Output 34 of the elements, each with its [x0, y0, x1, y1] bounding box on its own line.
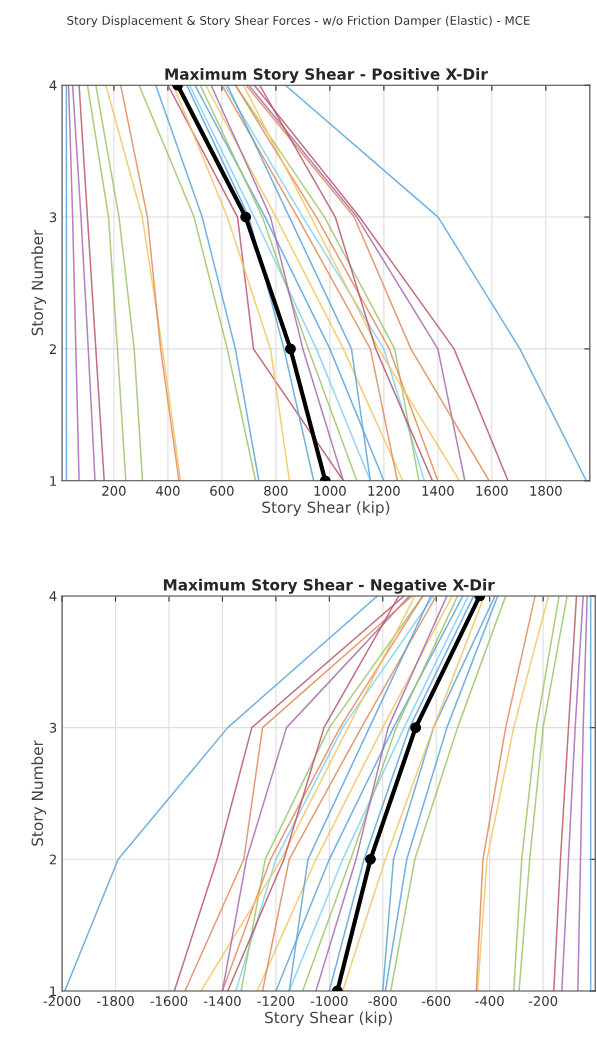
text: Story Displacement & Story Shear Forces - w/o Friction Damper (Elastic) - MCE	[67, 15, 530, 28]
x-tick-label: -2000	[43, 996, 81, 1007]
y-tick-label: 2	[49, 344, 56, 354]
x-tick-label: 1400	[422, 485, 454, 496]
x-tick-label: -1000	[310, 996, 348, 1007]
y-axis-title: Story Number	[31, 229, 47, 336]
x-tick-label: 200	[102, 485, 126, 496]
y-tick-label: 3	[49, 212, 57, 223]
x-tick-label: -1200	[257, 996, 295, 1007]
x-tick-label: 800	[264, 485, 288, 496]
x-tick-label: -600	[421, 996, 451, 1007]
x-axis-title: Story Shear (kip)	[265, 1011, 392, 1027]
y-tick-label: 1	[50, 476, 57, 486]
x-tick-label: -1800	[97, 996, 134, 1007]
x-tick-label: 1800	[530, 485, 562, 496]
x-tick-label: 600	[210, 485, 234, 496]
x-tick-label: 1000	[314, 485, 346, 496]
x-tick-label: -400	[475, 996, 504, 1007]
x-tick-label: -1600	[150, 996, 188, 1007]
y-tick-label: 4	[49, 591, 57, 601]
y-tick-label: 3	[49, 722, 57, 733]
y-tick-label: 4	[49, 80, 57, 91]
x-tick-label: -1400	[203, 996, 241, 1007]
chart-title: Maximum Story Shear - Positive X-Dir	[165, 68, 488, 83]
x-tick-label: 400	[155, 485, 180, 496]
y-tick-label: 1	[50, 986, 57, 996]
x-tick-label: -200	[528, 996, 558, 1007]
chart-title: Maximum Story Shear - Negative X-Dir	[163, 578, 495, 594]
x-axis-title: Story Shear (kip)	[262, 501, 390, 516]
x-tick-label: 1600	[476, 485, 508, 496]
y-tick-label: 2	[49, 854, 56, 865]
y-axis-title: Story Number	[31, 740, 47, 846]
x-tick-label: -800	[368, 996, 397, 1007]
x-tick-label: 1200	[368, 485, 400, 496]
